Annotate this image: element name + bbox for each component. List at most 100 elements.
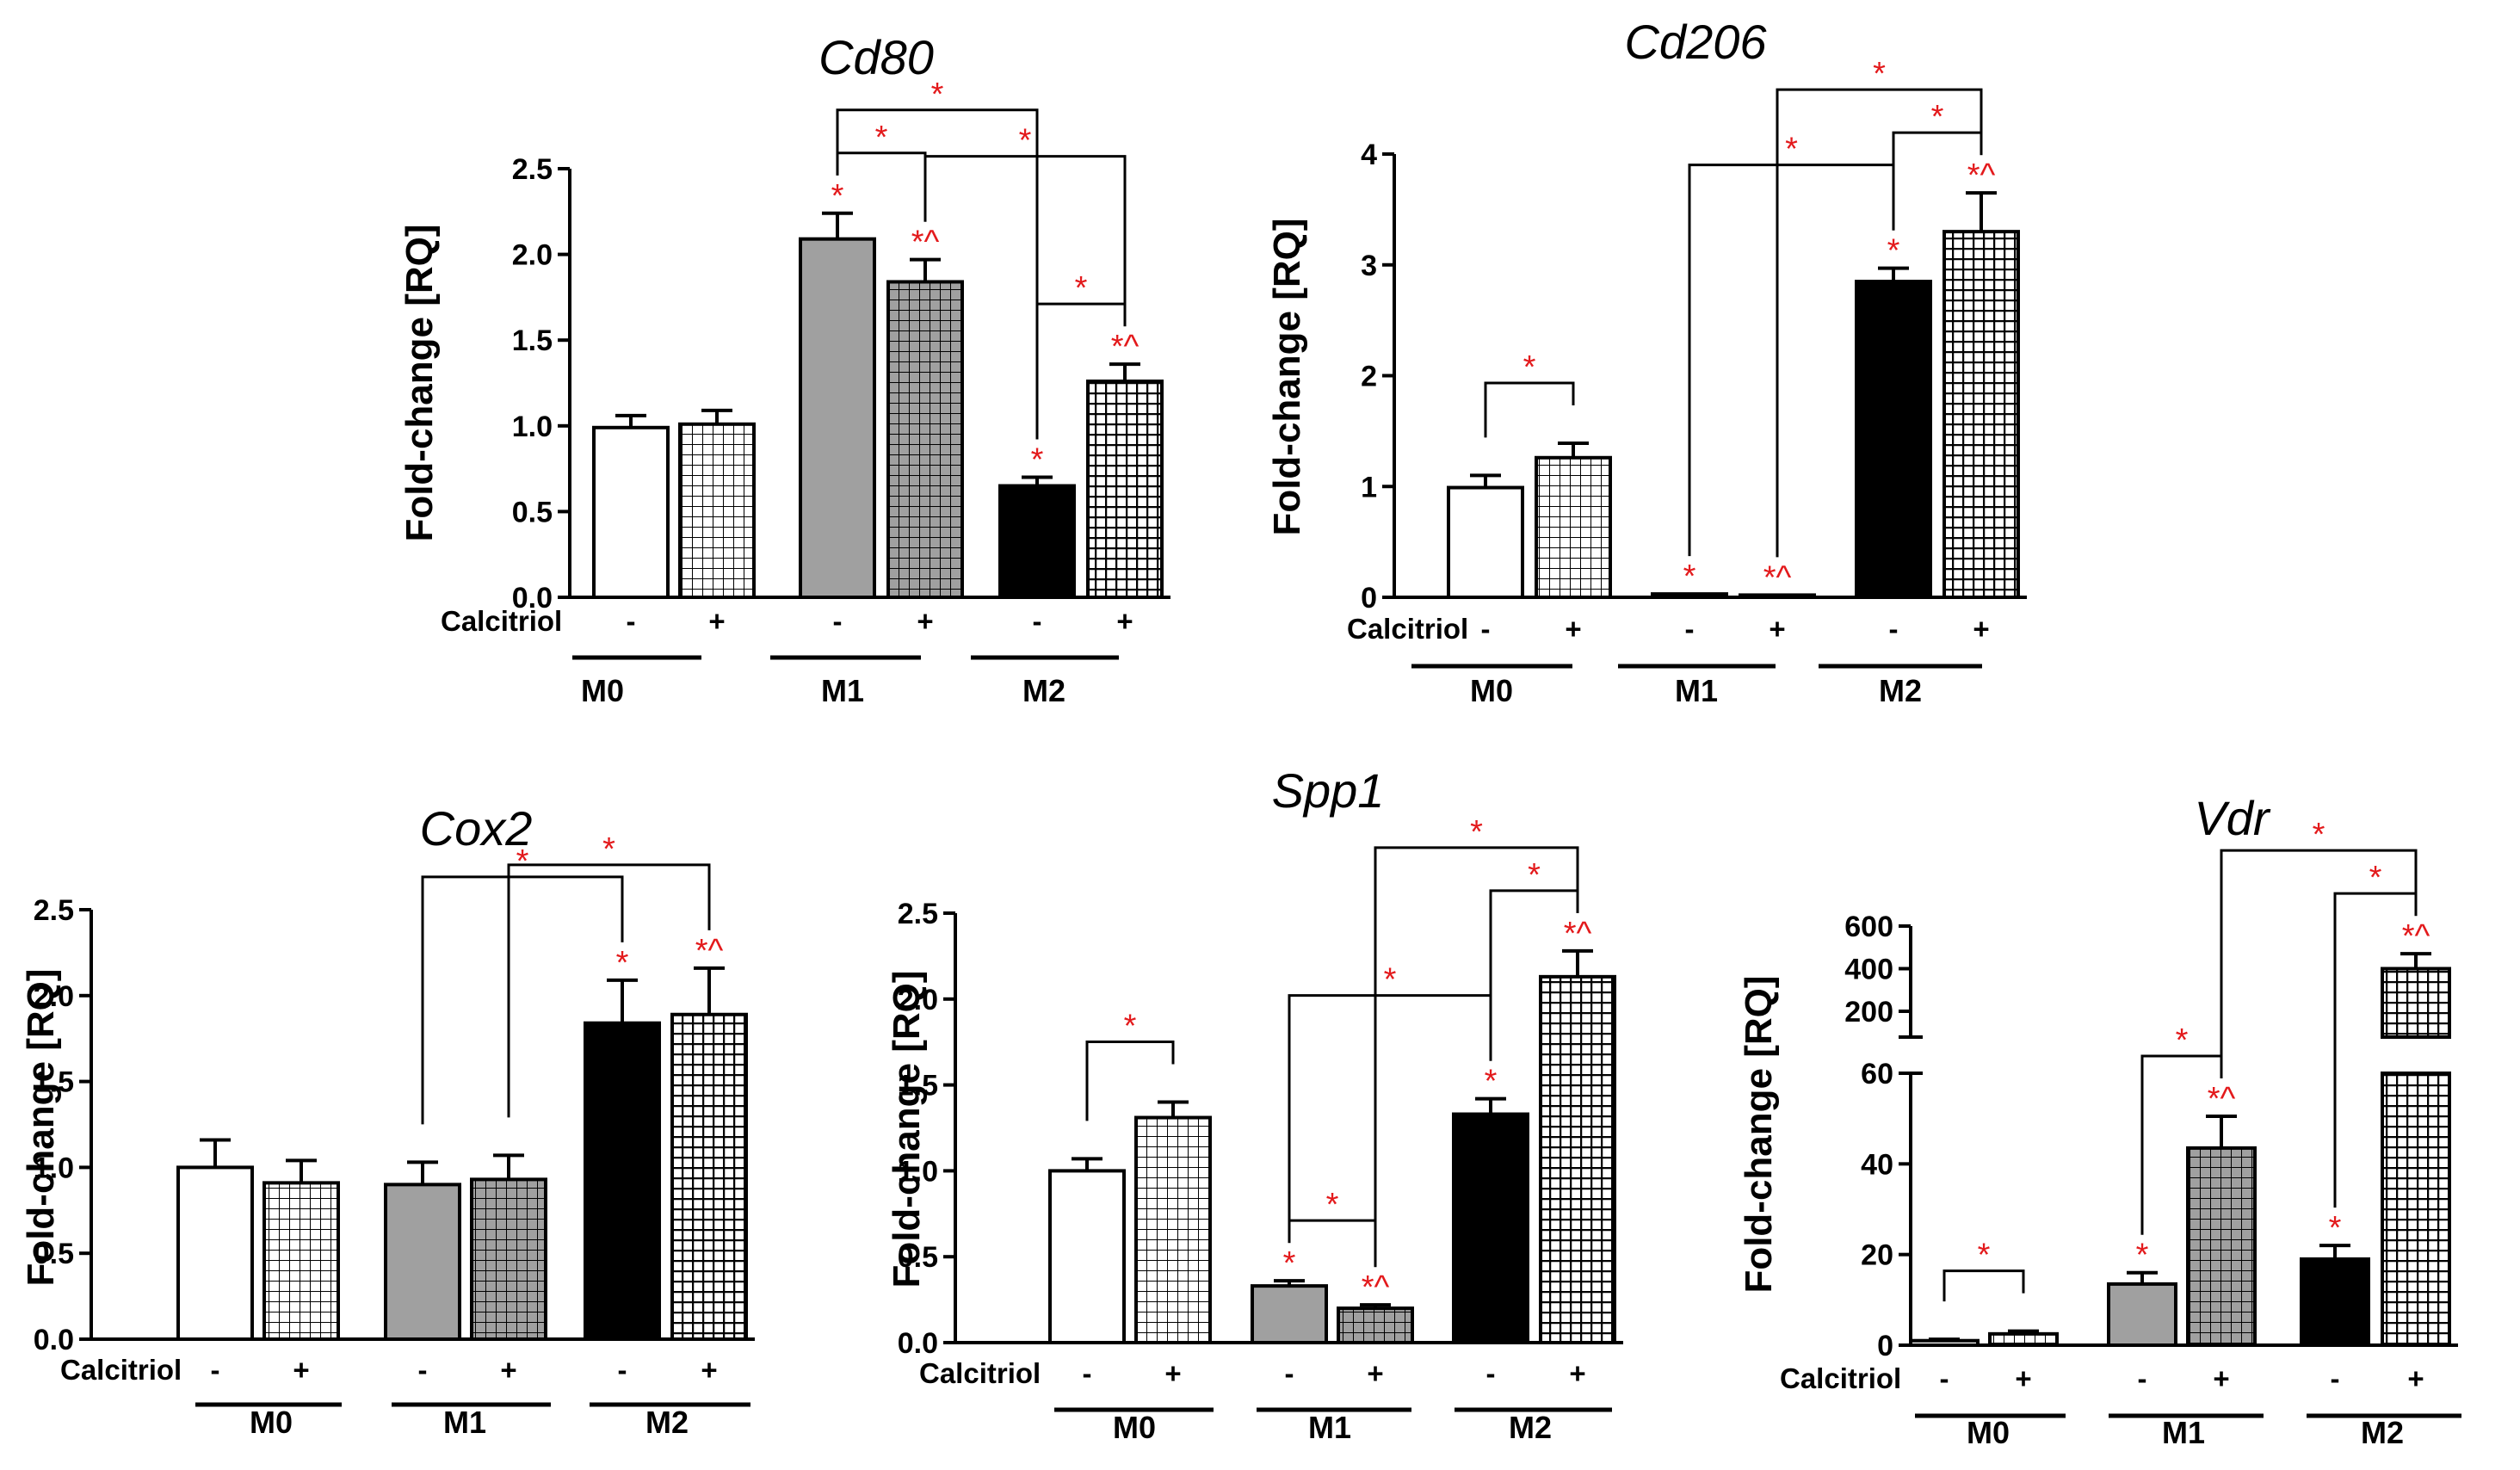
calcitriol-sign: - — [1486, 1357, 1496, 1389]
y-axis-label: Fold-change [RQ] — [886, 970, 928, 1288]
significance-bracket — [1892, 131, 1983, 231]
chart-title: Spp1 — [1272, 763, 1385, 818]
group-label: M0 — [1967, 1415, 2010, 1450]
group-label: M2 — [2361, 1415, 2404, 1450]
chart-cd80: Cd80 Fold-change [RQ] 0.0 0.5 1.0 1.5 2.0 2.5 - +… — [398, 30, 1170, 708]
calcitriol-sign: - — [627, 605, 636, 637]
significance-marker: * — [1031, 442, 1044, 479]
y-tick-label: 2.0 — [34, 980, 74, 1013]
significance-bracket — [1288, 1219, 1377, 1268]
calcitriol-sign: + — [2015, 1362, 2031, 1394]
bar — [1855, 280, 1932, 599]
y-tick-label: 0.5 — [34, 1238, 74, 1270]
y-tick-label: 40 — [1861, 1148, 1893, 1181]
y-tick-label: 20 — [1861, 1239, 1893, 1272]
bar — [592, 425, 670, 599]
y-tick-label: 0.5 — [898, 1241, 938, 1274]
significance-marker: * — [1887, 233, 1900, 269]
calcitriol-sign: - — [1481, 613, 1491, 645]
bar — [2381, 1072, 2451, 1347]
chart-title: Cox2 — [420, 801, 533, 855]
bracket-star: * — [1075, 270, 1088, 306]
bar — [1048, 1169, 1126, 1345]
bracket-star: * — [931, 77, 944, 113]
y-tick-label: 0.0 — [512, 582, 553, 615]
chart-title: Vdr — [2194, 791, 2270, 845]
significance-bracket — [923, 155, 1127, 327]
group-label: M1 — [821, 673, 864, 708]
group-label: M2 — [645, 1405, 689, 1440]
calcitriol-sign: - — [211, 1354, 220, 1386]
y-axis-label: Fold-change [RQ] — [20, 968, 62, 1286]
y-tick-label: 0.5 — [512, 496, 553, 528]
calcitriol-sign: + — [1116, 605, 1133, 637]
chart-cd206: Cd206 Fold-change [RQ] 0 1 2 3 4 - + * - *^ + * - *^ + Ca… — [1266, 15, 2027, 708]
calcitriol-label: Calcitriol — [1347, 613, 1468, 645]
significance-marker: *^ — [1967, 158, 1996, 194]
bar — [2300, 1257, 2370, 1348]
y-axis-label: Fold-change [RQ] — [398, 224, 441, 541]
significance-marker: * — [2136, 1238, 2149, 1274]
significance-bracket — [1484, 381, 1575, 438]
bar — [1988, 1331, 2059, 1348]
y-tick-label: 0.0 — [898, 1327, 938, 1360]
significance-marker: *^ — [1362, 1269, 1390, 1306]
bar — [2186, 1146, 2257, 1348]
bracket-star: * — [602, 831, 615, 868]
significance-bracket — [836, 151, 927, 222]
calcitriol-sign: - — [418, 1354, 428, 1386]
group-label: M1 — [1675, 673, 1718, 708]
significance-bracket — [2220, 849, 2418, 1079]
y-tick-label: 2.5 — [512, 153, 553, 186]
group-label: M0 — [1113, 1410, 1156, 1445]
bar — [584, 1021, 661, 1341]
bracket-star: * — [1019, 123, 1032, 159]
bar — [678, 422, 756, 600]
calcitriol-sign: + — [701, 1354, 717, 1386]
bar — [1452, 1112, 1529, 1344]
calcitriol-sign: - — [2331, 1362, 2340, 1394]
bracket-star: * — [875, 120, 888, 156]
y-tick-label: 1.0 — [34, 1152, 74, 1184]
calcitriol-label: Calcitriol — [919, 1357, 1041, 1389]
significance-marker: *^ — [1763, 559, 1792, 596]
bar — [799, 237, 876, 599]
bar — [670, 1012, 748, 1341]
bar — [1909, 1338, 1980, 1347]
bar — [1447, 485, 1524, 599]
y-tick-label: 400 — [1844, 954, 1893, 986]
significance-marker: * — [831, 178, 844, 214]
bracket-star: * — [1978, 1238, 1991, 1274]
bar — [2107, 1282, 2177, 1348]
bar-upper — [2381, 967, 2451, 1039]
calcitriol-sign: + — [1769, 613, 1785, 645]
calcitriol-sign: - — [2138, 1362, 2147, 1394]
bar — [384, 1183, 461, 1341]
calcitriol-sign: + — [1973, 613, 1989, 645]
calcitriol-sign: + — [293, 1354, 309, 1386]
significance-bracket — [1942, 1269, 2025, 1302]
calcitriol-sign: + — [917, 605, 933, 637]
significance-marker: *^ — [911, 225, 940, 261]
calcitriol-label: Calcitriol — [1780, 1362, 1901, 1394]
calcitriol-sign: + — [1367, 1357, 1383, 1389]
bracket-star: * — [1873, 56, 1886, 92]
chart-vdr: Vdr Fold-change [RQ] 0 20 40 60 200 400 600 - + * - *… — [1738, 791, 2461, 1450]
bar — [176, 1165, 254, 1342]
bracket-star: * — [1124, 1009, 1137, 1045]
y-tick-label: 2 — [1361, 361, 1377, 393]
bar — [1942, 230, 2020, 599]
significance-marker: * — [2329, 1210, 2342, 1246]
y-axis-label: Fold-change [RQ] — [1266, 218, 1308, 535]
bracket-star: * — [2369, 860, 2382, 896]
y-tick-label: 1.0 — [898, 1155, 938, 1188]
y-tick-label: 0 — [1877, 1330, 1893, 1362]
group-label: M0 — [581, 673, 624, 708]
significance-marker: *^ — [2208, 1081, 2236, 1117]
significance-bracket — [836, 108, 1039, 440]
y-tick-label: 2.0 — [512, 239, 553, 272]
bar — [1086, 380, 1164, 599]
significance-bracket — [1374, 846, 1579, 1268]
y-tick-label: 1.5 — [34, 1066, 74, 1099]
calcitriol-sign: - — [1033, 605, 1042, 637]
